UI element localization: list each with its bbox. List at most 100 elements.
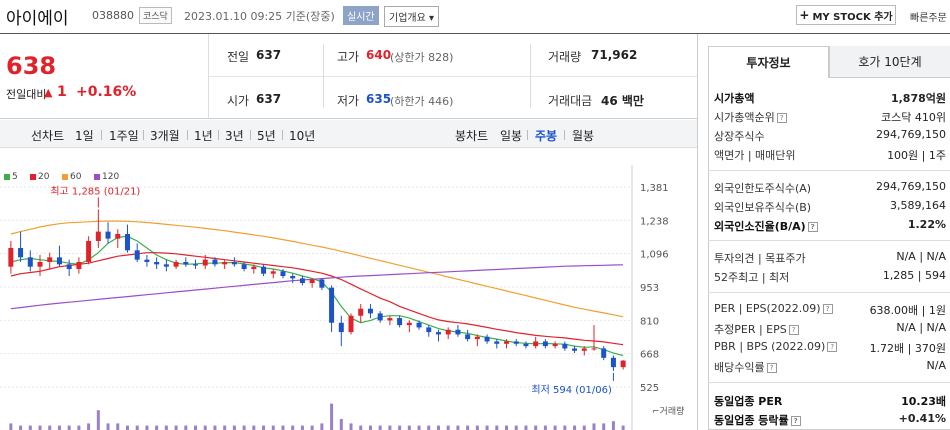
- info-divider: [708, 382, 950, 383]
- price-chart[interactable]: 1,381 1,238 1,096 953 810 668 525 최고 1,285 (01/…: [0, 165, 697, 430]
- candle-body: [270, 271, 276, 274]
- info-label: 액면가 | 매매단위: [714, 149, 796, 162]
- range-1d[interactable]: 1일: [75, 129, 94, 143]
- y-tick-label: 1,096: [640, 250, 669, 261]
- legend-label: 60: [70, 172, 82, 182]
- help-icon[interactable]: ?: [776, 113, 787, 123]
- range-3m[interactable]: 3개월: [150, 129, 180, 143]
- info-label-text: 동일업종 등락률: [714, 414, 789, 427]
- candle-body: [533, 341, 539, 347]
- candle-body: [86, 240, 92, 262]
- volume-bar: [330, 403, 334, 430]
- volume-bar: [611, 421, 615, 430]
- info-value: 1,285 | 594: [882, 269, 946, 282]
- legend-label: 120: [102, 172, 120, 182]
- prev-close-label: 전일: [227, 50, 250, 64]
- volume-bar: [67, 425, 71, 430]
- range-1w[interactable]: 1주일: [109, 129, 139, 143]
- info-row: 외국인한도주식수(A) 294,769,150: [714, 180, 946, 196]
- volume-bar: [291, 425, 295, 430]
- help-icon[interactable]: ?: [790, 416, 801, 426]
- candle-body: [56, 257, 62, 265]
- volume-bar: [135, 425, 139, 430]
- candle-body: [202, 259, 208, 266]
- volume-bar: [262, 425, 266, 430]
- info-value: 10.23배: [901, 395, 946, 408]
- candle-body: [222, 262, 228, 265]
- candle-body: [280, 271, 286, 277]
- volume-value: 71,962: [591, 48, 638, 62]
- info-label-text: 배당수익률: [714, 361, 765, 374]
- candle-weekly[interactable]: 주봉: [535, 129, 558, 143]
- range-separator: [187, 130, 188, 140]
- range-separator: [282, 130, 283, 140]
- candle-body: [416, 322, 422, 328]
- open-value: 637: [256, 92, 282, 106]
- info-value: N/A: [926, 359, 946, 372]
- volume-bar: [213, 425, 217, 430]
- volume-bar: [19, 425, 23, 430]
- candle-body: [572, 348, 578, 351]
- volume-bar: [388, 425, 392, 430]
- tab-invest-info[interactable]: 투자정보: [708, 46, 829, 78]
- legend-item-ma20: 20: [30, 172, 49, 182]
- volume-bar: [310, 425, 314, 430]
- volume-bar: [116, 423, 120, 430]
- market-badge: 코스닥: [139, 7, 172, 24]
- candle-body: [387, 318, 393, 321]
- company-overview-button[interactable]: 기업개요 ▾: [384, 6, 440, 27]
- range-separator: [564, 130, 565, 140]
- help-icon[interactable]: ?: [788, 325, 799, 335]
- company-overview-label: 기업개요: [389, 13, 426, 24]
- tab-quote-10[interactable]: 호가 10단계: [829, 46, 950, 78]
- volume-bar: [446, 425, 450, 430]
- range-1y[interactable]: 1년: [194, 129, 213, 143]
- help-icon[interactable]: ?: [827, 342, 838, 352]
- info-label: 52주최고 | 최저: [714, 271, 790, 284]
- volume-bar: [281, 425, 285, 430]
- volume-bar: [339, 419, 343, 430]
- candle-monthly[interactable]: 월봉: [572, 129, 595, 143]
- candle-body: [591, 348, 597, 350]
- help-icon[interactable]: ?: [807, 222, 818, 232]
- help-icon[interactable]: ?: [822, 304, 833, 314]
- range-5y[interactable]: 5년: [257, 129, 276, 143]
- volume-bar: [48, 425, 52, 430]
- add-mystock-button[interactable]: + MY STOCK 추가: [796, 5, 896, 25]
- candle-body: [377, 313, 383, 321]
- quick-order-link[interactable]: 빠른주문: [910, 13, 947, 24]
- candle-body: [610, 357, 616, 368]
- candle-body: [251, 266, 257, 270]
- header-divider: [0, 33, 950, 34]
- info-value: 294,769,150: [876, 180, 946, 193]
- candle-body: [465, 334, 471, 340]
- volume-bar: [57, 425, 61, 430]
- volume-bar: [349, 423, 353, 430]
- legend-swatch: [30, 174, 36, 180]
- info-label: 투자의견 | 목표주가: [714, 252, 806, 265]
- high-annotation: 최고 1,285 (01/21): [50, 185, 140, 197]
- legend-item-ma60: 60: [62, 172, 81, 182]
- candle-body: [620, 360, 626, 368]
- info-label: 시가총액순위?: [714, 109, 787, 125]
- candle-daily[interactable]: 일봉: [500, 129, 523, 143]
- volume-bar: [320, 423, 324, 430]
- info-row: 상장주식수 294,769,150: [714, 128, 946, 144]
- volume-bar: [485, 425, 489, 430]
- candle-body: [37, 262, 43, 267]
- candle-body: [455, 329, 461, 335]
- help-icon[interactable]: ?: [766, 363, 777, 373]
- info-label: 외국인소진율(B/A)?: [714, 218, 818, 234]
- candle-body: [406, 322, 412, 326]
- info-row: 동일업종 등락률? +0.41%: [714, 412, 946, 428]
- realtime-button[interactable]: 실시간: [343, 6, 379, 25]
- volume-bar: [436, 425, 440, 430]
- info-value: 코스닥 410위: [881, 111, 946, 124]
- low-annotation: 최저 594 (01/06): [531, 384, 612, 396]
- candle-body: [358, 308, 364, 316]
- info-value: N/A | N/A: [896, 250, 946, 263]
- range-3y[interactable]: 3년: [225, 129, 244, 143]
- candle-body: [581, 348, 587, 351]
- candle-body: [95, 231, 101, 241]
- range-10y[interactable]: 10년: [289, 129, 316, 143]
